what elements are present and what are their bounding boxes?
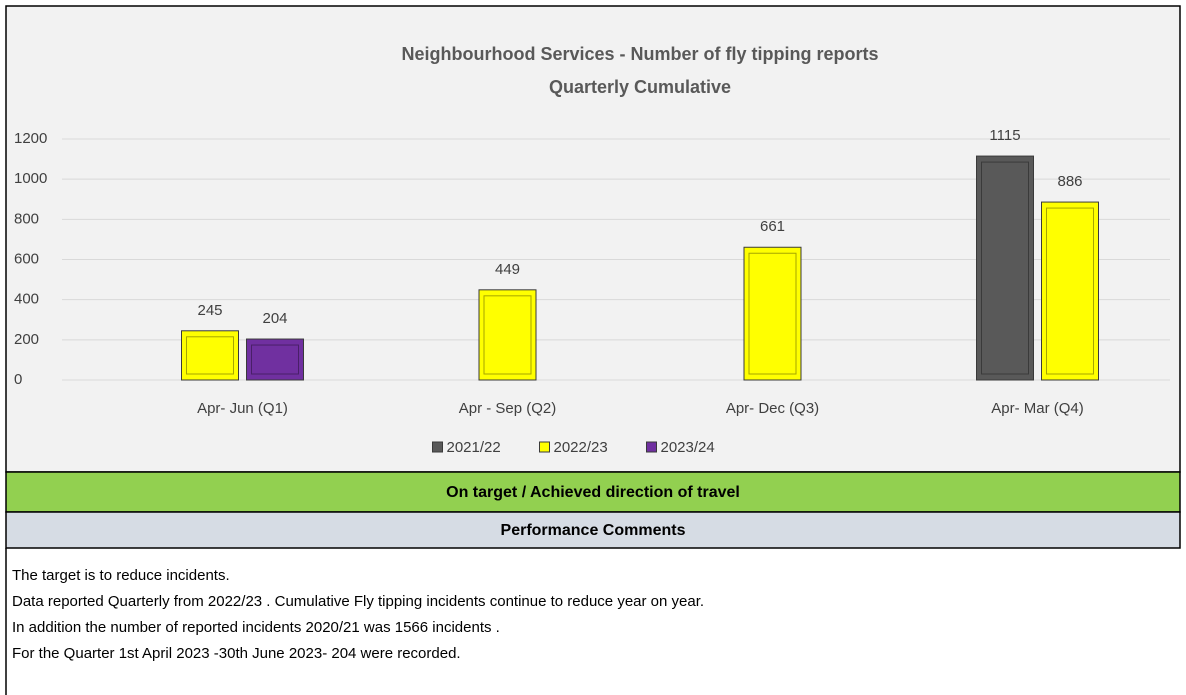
y-tick-label: 0: [14, 371, 22, 388]
y-tick-label: 200: [14, 331, 39, 348]
status-band: [5, 471, 1181, 513]
data-label: 661: [760, 218, 785, 235]
comments-header: [5, 511, 1181, 549]
comment-line: For the Quarter 1st April 2023 -30th Jun…: [12, 645, 461, 662]
x-tick-label: Apr- Mar (Q4): [991, 400, 1084, 417]
bar-bevel: [748, 252, 797, 375]
comments-heading: Performance Comments: [501, 522, 686, 539]
data-label: 204: [262, 310, 287, 327]
bar: [181, 330, 239, 381]
y-tick-label: 1200: [14, 130, 47, 147]
y-tick-label: 600: [14, 250, 39, 267]
data-label: 245: [197, 302, 222, 319]
bar-bevel: [1046, 207, 1094, 375]
data-label: 1115: [989, 127, 1020, 144]
data-label: 886: [1057, 173, 1082, 190]
bar: [976, 155, 1034, 381]
bar: [246, 338, 304, 381]
y-tick-label: 400: [14, 291, 39, 308]
legend-label: 2022/23: [554, 439, 608, 456]
x-tick-label: Apr - Sep (Q2): [459, 400, 557, 417]
comment-line: In addition the number of reported incid…: [12, 619, 500, 636]
status-text: On target / Achieved direction of travel: [446, 484, 740, 501]
legend-label: 2023/24: [661, 439, 715, 456]
y-tick-label: 1000: [14, 170, 47, 187]
comment-line: Data reported Quarterly from 2022/23 . C…: [12, 593, 704, 610]
y-tick-label: 800: [14, 210, 39, 227]
bar-bevel: [186, 336, 234, 375]
comment-line: The target is to reduce incidents.: [12, 567, 230, 584]
bar: [1041, 201, 1099, 381]
data-label: 449: [495, 261, 520, 278]
bar-bevel: [981, 161, 1029, 375]
legend-swatch: [646, 441, 657, 453]
legend-swatch: [432, 441, 443, 453]
legend-swatch: [539, 441, 550, 453]
legend-label: 2021/22: [447, 439, 501, 456]
chart-subtitle: Quarterly Cumulative: [549, 77, 731, 97]
bar-bevel: [483, 295, 532, 375]
chart-title: Neighbourhood Services - Number of fly t…: [401, 44, 878, 64]
bar: [478, 289, 537, 381]
x-tick-label: Apr- Dec (Q3): [726, 400, 819, 417]
x-tick-label: Apr- Jun (Q1): [197, 400, 288, 417]
bar: [743, 246, 802, 381]
bar-bevel: [251, 344, 299, 375]
